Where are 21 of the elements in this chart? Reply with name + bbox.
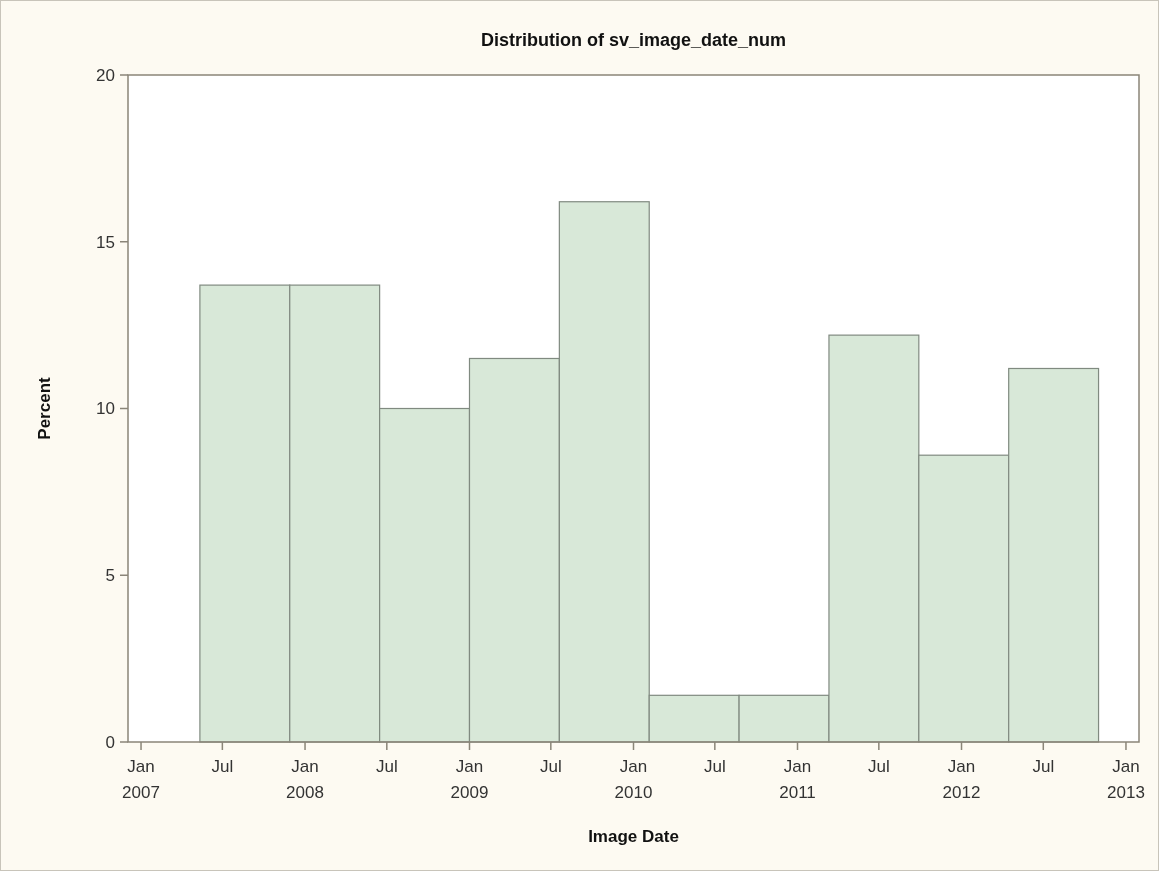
y-tick-label: 15 [96, 232, 115, 252]
y-axis-title: Percent [35, 376, 54, 440]
x-tick-label: Jan 2007 [122, 757, 160, 802]
x-tick-label: Jan 2008 [286, 757, 324, 802]
y-tick-label: 5 [105, 566, 115, 586]
x-tick-label: Jan 2011 [779, 757, 816, 802]
x-tick-label: Jul [703, 757, 726, 776]
x-axis-title: Image Date [588, 827, 679, 846]
y-tick-label: 0 [105, 732, 115, 752]
x-tick-label: Jul [867, 757, 890, 776]
y-tick-label: 20 [96, 65, 115, 85]
chart-title: Distribution of sv_image_date_num [480, 30, 787, 50]
x-tick-label: Jul [375, 757, 398, 776]
x-tick-label: Jan 2013 [1107, 757, 1145, 802]
x-tick-label: Jan 2009 [450, 757, 489, 802]
x-tick-label: Jul [1032, 757, 1055, 776]
y-tick-label: 10 [96, 399, 115, 419]
x-tick-label: Jul [539, 757, 562, 776]
x-tick-label: Jul [211, 757, 234, 776]
x-tick-label: Jan 2012 [942, 757, 981, 802]
x-tick-label: Jan 2010 [614, 757, 653, 802]
